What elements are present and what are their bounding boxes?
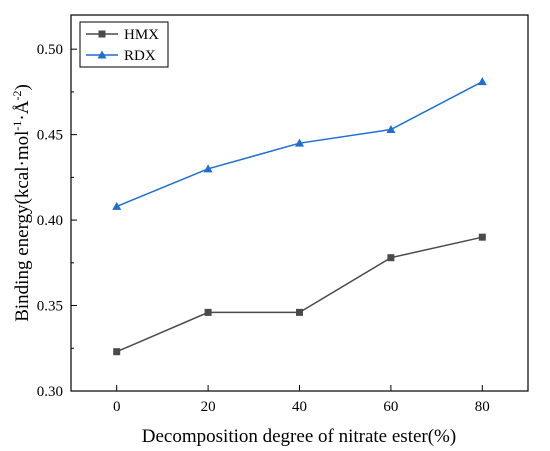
series-rdx-point — [203, 164, 213, 173]
series-hmx — [113, 233, 486, 356]
y-tick-label: 0.30 — [37, 384, 63, 400]
y-axis-title-suffix: ) — [12, 84, 33, 90]
legend-hmx-label: HMX — [124, 27, 159, 43]
x-tick-label: 60 — [383, 399, 398, 415]
x-tick-label: 80 — [475, 399, 490, 415]
y-tick-label: 0.35 — [37, 299, 63, 315]
legend-box — [79, 21, 169, 68]
series-hmx-point — [478, 233, 486, 241]
x-axis: 0 20 40 60 80 — [113, 385, 490, 415]
series-rdx-point — [386, 125, 396, 134]
x-tick-label: 0 — [113, 399, 121, 415]
series-hmx-point — [296, 308, 303, 316]
y-axis-title-prefix: Binding energy(kcal·mol — [12, 131, 33, 322]
y-axis: 0.30 0.35 0.40 0.45 0.50 — [37, 42, 77, 400]
legend: HMX RDX — [79, 21, 169, 68]
legend-hmx-marker — [98, 30, 106, 38]
series-hmx-point — [113, 348, 121, 356]
plot-frame — [70, 14, 529, 392]
series-hmx-point — [387, 254, 395, 262]
x-axis-title: Decomposition degree of nitrate ester(%) — [142, 426, 456, 447]
y-tick-label: 0.50 — [37, 42, 63, 58]
series-hmx-point — [204, 308, 212, 316]
y-tick-label: 0.45 — [37, 128, 63, 144]
series-rdx-point — [112, 201, 122, 210]
series-rdx-point — [477, 77, 487, 86]
legend-rdx-marker — [97, 50, 107, 59]
y-axis-title-sup1: -1 — [10, 121, 24, 131]
y-axis-title-sup2: -2 — [10, 91, 24, 101]
series-layer — [112, 77, 487, 356]
y-tick-label: 0.40 — [37, 213, 63, 229]
x-tick-label: 20 — [201, 399, 216, 415]
legend-rdx-label: RDX — [124, 48, 156, 64]
series-rdx-point — [295, 138, 304, 147]
x-tick-label: 40 — [292, 399, 307, 415]
y-axis-title-mid: ·Å — [12, 100, 33, 120]
series-hmx-line — [116, 236, 483, 353]
y-axis-title: Binding energy(kcal·mol-1·Å-2) — [10, 84, 33, 322]
series-rdx — [112, 77, 487, 210]
